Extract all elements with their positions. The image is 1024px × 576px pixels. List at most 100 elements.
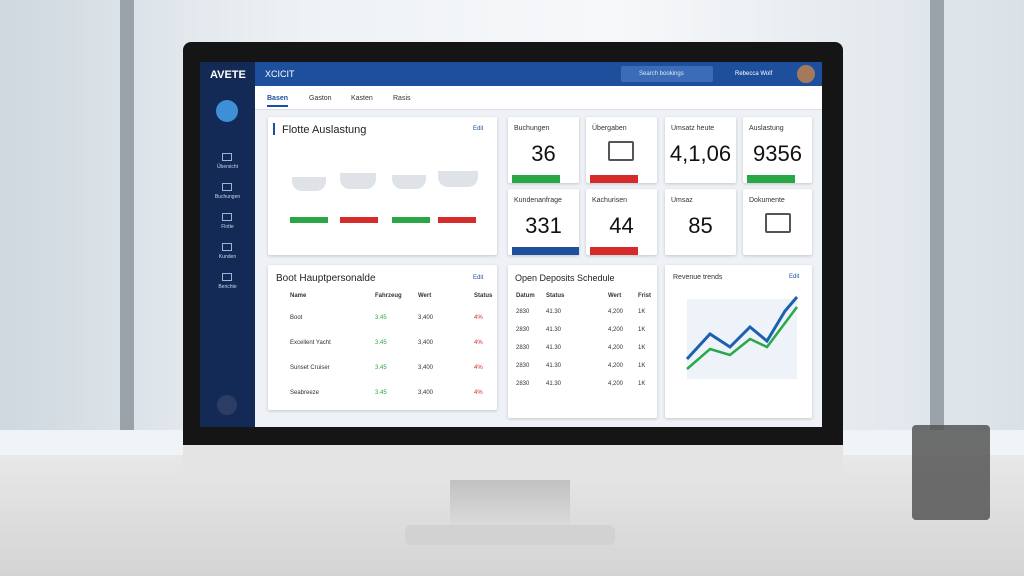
table-cell: 1K [638,327,646,333]
table-cell: 41.30 [546,363,562,369]
search-placeholder: Search bookings [639,71,684,77]
tab[interactable]: Rasis [393,95,411,102]
kpi-label: Dokumente [749,197,785,204]
table-cell: 4,200 [608,345,624,351]
card-link[interactable]: Edit [789,274,800,280]
sidebar: AVETE Übersicht Buchungen Flotte Kunden Beri… [200,62,255,427]
kpi-value: 44 [609,213,634,238]
kpi-value: 36 [531,141,556,166]
avatar-button[interactable] [217,395,237,415]
section-title: XCICIT [265,69,295,79]
table-cell: 3,400 [418,365,434,371]
sidebar-item[interactable]: Kunden [218,254,237,260]
sidebar-icon[interactable] [222,153,232,161]
table-cell: 4,200 [608,309,624,315]
table-cell: 2830 [516,345,530,351]
table-cell: Excellent Yacht [290,340,331,346]
table-cell: 3.45 [375,340,387,346]
kpi-card: Dokumente [743,189,812,255]
kpi-label: Auslastung [749,125,784,132]
column-header: Datum [516,293,535,299]
table-cell: 1K [638,345,646,351]
card-title: Open Deposits Schedule [515,273,615,283]
kpi-card: Buchungen 36 [508,117,579,183]
table: Datum Status Wert Frist 2830 41.30 4,200 1K 2830… [508,291,657,418]
card-link[interactable]: Edit [473,126,484,132]
column-header: Fahrzeug [375,293,402,299]
tab[interactable]: Kasten [351,95,373,102]
screen: AVETE Übersicht Buchungen Flotte Kunden Beri… [200,62,822,427]
column-header: Status [546,293,565,299]
sidebar-icon[interactable] [222,273,232,281]
user-avatar[interactable] [797,65,815,83]
logo [216,100,238,122]
kpi-card: Kundenanfrage 331 [508,189,579,255]
table-cell: 3,400 [418,390,434,396]
sidebar-item[interactable]: Übersicht [216,164,239,170]
table-cell: 4% [474,315,483,321]
column-header: Status [474,293,493,299]
topbar: XCICIT Search bookings Rebecca Wolf [255,62,822,86]
status-bar [340,217,378,223]
kpi-bar [747,175,795,183]
user-name[interactable]: Rebecca Wolf [735,71,773,77]
kpi-label: Umsaz [671,197,693,204]
kpi-icon [765,213,791,233]
search-box[interactable]: Search bookings [621,66,713,82]
tab[interactable]: Basen [267,95,289,107]
sidebar-item[interactable]: Berichte [218,284,237,290]
kpi-bar [590,175,638,183]
column-header: Wert [418,293,432,299]
kpi-icon [608,141,634,161]
boat [292,177,326,191]
boat [340,173,376,189]
trend-chart [685,296,799,379]
table-cell: 3,400 [418,340,434,346]
column-header: Frist [638,293,652,299]
kpi-label: Umsatz heute [671,125,715,132]
kpi-label: Übergaben [592,125,627,132]
status-bar [438,217,476,223]
table-cell: 3.45 [375,315,387,321]
card-link[interactable]: Edit [473,275,484,281]
table-cell: 2830 [516,327,530,333]
table-cell: 41.30 [546,381,562,387]
status-bar [290,217,328,223]
kpi-bar [512,175,560,183]
table-cell: Boot [290,315,303,321]
sidebar-item[interactable]: Flotte [221,224,234,230]
table-cell: 4,200 [608,381,624,387]
kpi-card: Kachurisen 44 [586,189,657,255]
table-cell: 3,400 [418,315,434,321]
sidebar-icon[interactable] [222,213,232,221]
revenue-card: Revenue trends Edit [665,265,812,418]
table-cell: 2830 [516,363,530,369]
card-title: Flotte Auslastung [282,124,367,136]
kpi-bar [590,247,638,255]
window-frame [120,0,134,430]
accent [273,123,275,135]
sidebar-item[interactable]: Buchungen [214,194,241,200]
column-header: Name [290,293,307,299]
table-cell: 1K [638,309,646,315]
monitor-base [405,525,615,545]
card-title: Revenue trends [673,274,723,281]
table-cell: Sunset Cruiser [290,365,330,371]
kpi-card: Umsatz heute 4,1,06 [665,117,736,183]
kpi-value: 331 [525,213,562,238]
kpi-card: Umsaz 85 [665,189,736,255]
table-cell: 1K [638,363,646,369]
sidebar-icon[interactable] [222,243,232,251]
monitor-chin [183,440,843,480]
card-title: Boot Hauptpersonalde [276,273,376,284]
kpi-label: Kundenanfrage [514,197,562,204]
table: Name Fahrzeug Wert Status Boot 3.45 3,400 4% Exc… [268,291,497,410]
kpi-value: 4,1,06 [669,141,732,166]
sidebar-menu: Übersicht Buchungen Flotte Kunden Berichte [200,147,255,307]
table-cell: 2830 [516,309,530,315]
tab[interactable]: Gaston [309,95,332,102]
table-cell: 3.45 [375,390,387,396]
sidebar-icon[interactable] [222,183,232,191]
table-cell: 4,200 [608,327,624,333]
